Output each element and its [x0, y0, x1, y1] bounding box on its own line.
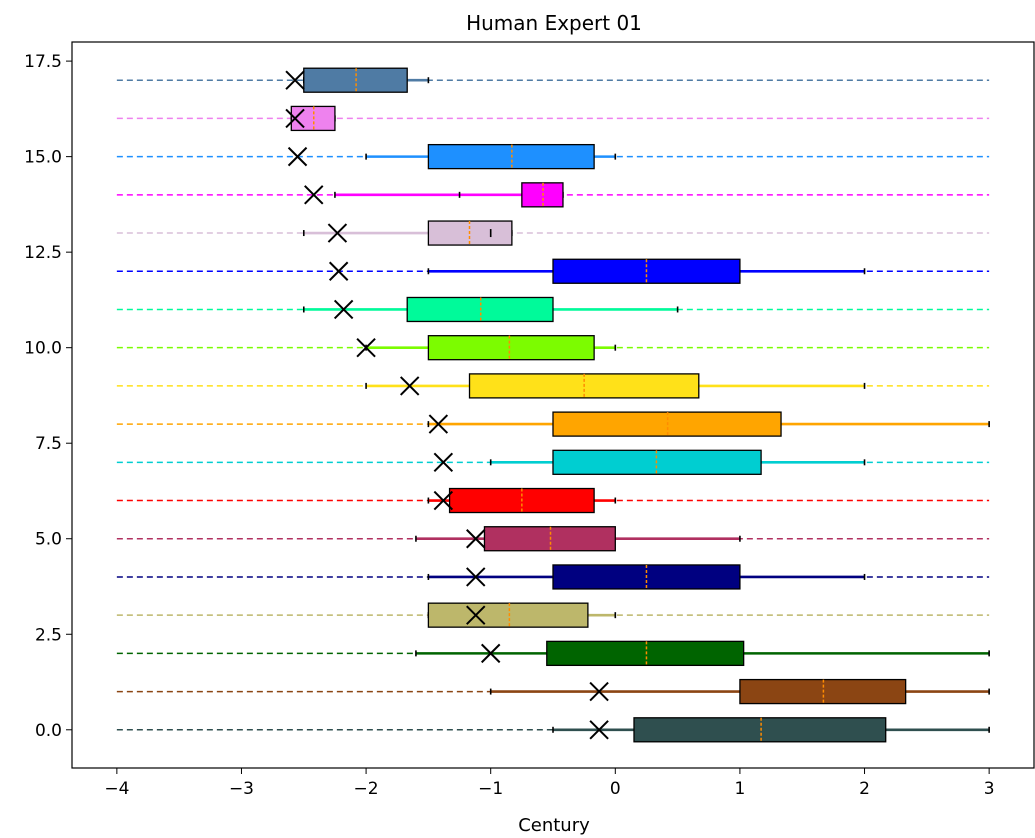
- series-row: [116, 564, 990, 590]
- y-tick-label: 17.5: [24, 52, 62, 72]
- x-marker: [285, 108, 305, 129]
- series-row: [116, 335, 990, 361]
- y-tick-label: 10.0: [24, 339, 62, 359]
- x-marker: [327, 223, 348, 243]
- x-marker-stroke: [466, 529, 486, 549]
- x-marker-stroke: [433, 452, 454, 473]
- x-marker: [287, 146, 308, 167]
- chart-title: Human Expert 01: [466, 11, 642, 35]
- x-marker-stroke: [589, 720, 609, 740]
- x-marker: [304, 185, 324, 205]
- x-marker: [428, 414, 449, 434]
- series-row: [116, 411, 990, 437]
- x-marker-stroke: [304, 185, 324, 205]
- box: [427, 602, 589, 628]
- series-row: [116, 717, 990, 743]
- x-axis: −4 −3 −2 −1 0 1 2 3: [104, 768, 995, 799]
- series-row: [116, 143, 990, 170]
- x-marker: [589, 720, 609, 740]
- series-row: [116, 67, 990, 93]
- x-marker-stroke: [327, 223, 348, 243]
- x-marker-stroke: [356, 337, 376, 358]
- series-row: [116, 678, 990, 705]
- box: [633, 717, 887, 743]
- x-marker: [589, 681, 609, 702]
- x-tick-label: 0: [610, 779, 621, 799]
- x-marker-stroke: [285, 70, 305, 90]
- x-tick-label: −1: [478, 779, 503, 799]
- x-marker: [328, 261, 349, 281]
- x-marker-stroke: [589, 681, 609, 702]
- x-marker: [466, 567, 486, 587]
- series-row: [116, 258, 990, 284]
- x-marker-stroke: [466, 605, 486, 625]
- x-marker-stroke: [466, 567, 486, 587]
- x-marker: [466, 605, 486, 625]
- x-tick-label: 3: [984, 779, 995, 799]
- y-axis: 0.0 2.5 5.0 7.5 10.0 12.5 15.0 17.5: [24, 52, 72, 741]
- series-row: [116, 220, 990, 246]
- series-row: [116, 526, 990, 552]
- series-row: [116, 640, 990, 667]
- x-marker: [356, 337, 376, 358]
- x-marker: [285, 70, 305, 90]
- x-marker-stroke: [399, 376, 420, 396]
- x-marker-stroke: [428, 414, 449, 434]
- y-tick-label: 15.0: [24, 148, 62, 168]
- x-marker: [399, 376, 420, 396]
- x-marker: [480, 643, 501, 664]
- series-row: [116, 182, 990, 208]
- x-marker-stroke: [333, 299, 354, 320]
- x-tick-label: −4: [104, 779, 129, 799]
- x-tick-label: −2: [354, 779, 379, 799]
- x-marker: [433, 452, 454, 473]
- series-row: [116, 449, 990, 475]
- y-tick-label: 7.5: [35, 434, 62, 454]
- y-tick-label: 5.0: [35, 530, 62, 550]
- x-marker: [433, 490, 454, 511]
- x-marker-stroke: [480, 643, 501, 664]
- y-tick-label: 0.0: [35, 721, 62, 741]
- y-tick-label: 2.5: [35, 625, 62, 645]
- plot-area: [116, 67, 990, 743]
- x-marker-stroke: [433, 490, 454, 511]
- x-marker-stroke: [328, 261, 349, 281]
- x-tick-label: 1: [735, 779, 746, 799]
- x-tick-label: −3: [229, 779, 254, 799]
- series-row: [116, 602, 990, 628]
- series-row: [116, 487, 990, 514]
- series-row: [116, 373, 990, 399]
- x-axis-label: Century: [518, 815, 590, 836]
- x-marker: [333, 299, 354, 320]
- x-marker: [466, 529, 486, 549]
- box: [546, 640, 745, 667]
- y-tick-label: 12.5: [24, 243, 62, 263]
- x-marker-stroke: [285, 108, 305, 129]
- series-row: [116, 105, 990, 132]
- series-row: [116, 296, 990, 323]
- x-tick-label: 2: [859, 779, 870, 799]
- plot-frame: [71, 41, 1035, 769]
- box: [427, 335, 595, 361]
- x-marker-stroke: [287, 146, 308, 167]
